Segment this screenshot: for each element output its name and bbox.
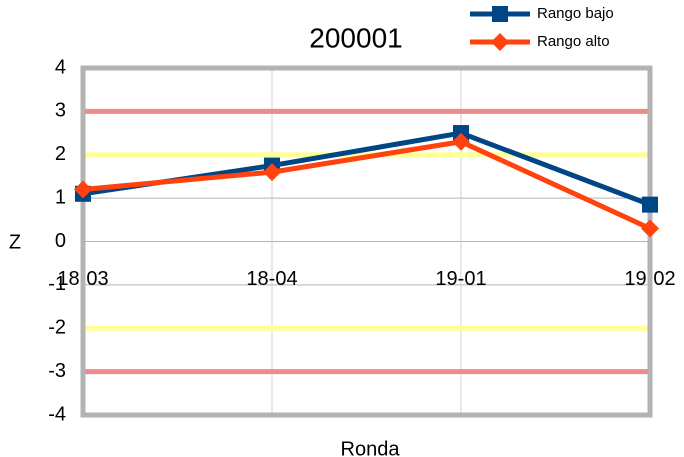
chart-title: 200001 bbox=[309, 22, 402, 53]
y-tick-label: 4 bbox=[55, 56, 66, 78]
y-tick-label: 0 bbox=[55, 230, 66, 252]
legend-label: Rango alto bbox=[537, 33, 610, 50]
y-axis-label: Z bbox=[9, 231, 21, 253]
y-tick-label: 2 bbox=[55, 143, 66, 165]
point bbox=[641, 219, 659, 238]
x-tick-label: 19-01 bbox=[435, 268, 486, 290]
series-line bbox=[82, 130, 651, 207]
y-tick-label: -3 bbox=[48, 360, 66, 382]
point bbox=[74, 180, 92, 199]
x-axis-label: Ronda bbox=[341, 438, 401, 457]
legend-marker bbox=[492, 6, 508, 22]
point bbox=[263, 163, 281, 182]
y-tick-label: 1 bbox=[55, 186, 66, 208]
x-tick-label: 18-04 bbox=[246, 268, 297, 290]
point bbox=[642, 196, 658, 213]
point bbox=[452, 132, 470, 151]
plot-border bbox=[80, 65, 653, 418]
y-tick-label: 3 bbox=[55, 100, 66, 122]
series-line bbox=[82, 139, 652, 231]
legend-marker bbox=[491, 33, 509, 51]
legend-label: Rango bajo bbox=[537, 5, 614, 22]
y-tick-label: -4 bbox=[48, 403, 66, 425]
y-tick-label: -1 bbox=[48, 273, 66, 295]
y-tick-label: -2 bbox=[48, 317, 66, 339]
